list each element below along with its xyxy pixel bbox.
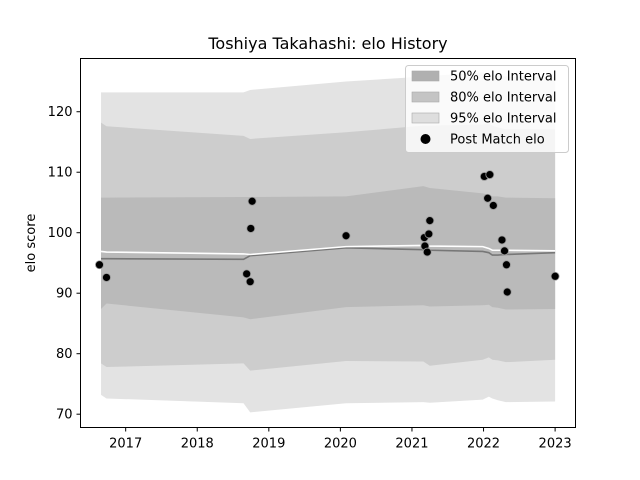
y-tick-label-1: 80 <box>56 347 73 362</box>
data-point-10 <box>424 229 434 239</box>
data-point-1 <box>102 273 111 282</box>
data-point-15 <box>488 201 498 210</box>
data-point-16 <box>497 235 507 245</box>
data-point-6 <box>341 231 351 241</box>
x-tick-label-5: 2022 <box>467 437 500 452</box>
legend-label-3: Post Match elo <box>450 133 545 148</box>
plot-area <box>95 72 560 413</box>
x-tick-label-6: 2023 <box>539 437 572 452</box>
y-tick-label-5: 120 <box>48 105 73 120</box>
y-axis: 70 80 90 100 110 120 <box>48 105 81 423</box>
x-tick-label-3: 2020 <box>324 437 357 452</box>
line-median-line <box>100 244 556 256</box>
x-axis: 2017 2018 2019 2020 2021 2022 2023 <box>109 427 572 452</box>
legend-box <box>405 65 569 153</box>
data-point-14 <box>485 170 495 180</box>
data-point-4 <box>246 224 256 233</box>
data-point-0 <box>95 260 104 270</box>
y-tick-label-4: 110 <box>48 166 73 181</box>
y-tick-label-2: 90 <box>56 287 73 302</box>
data-point-3 <box>245 277 255 287</box>
x-tick-label-1: 2018 <box>181 437 214 452</box>
x-tick-label-4: 2021 <box>395 437 428 452</box>
data-point-20 <box>550 271 560 281</box>
data-point-17 <box>500 246 509 256</box>
legend: 50% elo Interval 80% elo Interval 95% elo … <box>405 65 569 153</box>
legend-swatch-1 <box>411 91 440 103</box>
data-point-18 <box>502 260 511 270</box>
y-axis-label: elo score <box>24 214 39 273</box>
data-point-9 <box>422 247 432 257</box>
chart-title: Toshiya Takahashi: elo History <box>207 34 447 53</box>
legend-label-0: 50% elo Interval <box>450 70 557 85</box>
data-point-11 <box>425 216 435 226</box>
y-tick-label-3: 100 <box>48 226 73 241</box>
x-tick-label-0: 2017 <box>109 437 142 452</box>
legend-label-2: 95% elo Interval <box>450 112 557 127</box>
x-tick-label-2: 2019 <box>252 437 285 452</box>
axes-frame <box>80 58 576 428</box>
legend-swatch-2 <box>411 112 440 124</box>
data-point-13 <box>483 193 493 203</box>
band-50-elo-interval <box>101 186 556 320</box>
y-tick-label-0: 70 <box>56 408 73 423</box>
data-point-2 <box>242 269 252 279</box>
data-point-19 <box>502 287 512 297</box>
legend-swatch-0 <box>411 70 440 82</box>
legend-marker-3 <box>420 134 431 144</box>
data-point-5 <box>247 196 257 206</box>
legend-label-1: 80% elo Interval <box>450 91 557 106</box>
